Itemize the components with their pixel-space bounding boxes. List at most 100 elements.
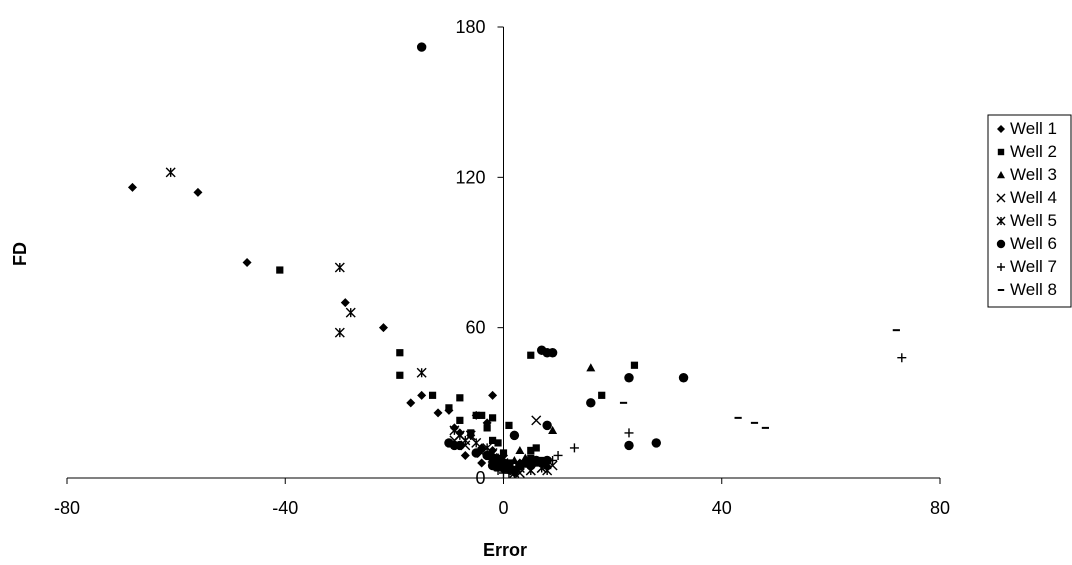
data-point	[624, 440, 634, 451]
series-well-6	[416, 42, 689, 476]
data-point	[499, 468, 508, 478]
data-point	[542, 420, 552, 431]
legend: Well 1 Well 2 Well 3 Well 4 Well 5 Well 6 Well…	[987, 114, 1072, 308]
data-point	[548, 455, 558, 465]
legend-label: Well 6	[1010, 234, 1057, 253]
data-point	[483, 424, 491, 432]
data-point	[334, 327, 345, 338]
data-point	[499, 449, 508, 457]
data-point	[334, 262, 345, 273]
x-tick-label: -80	[54, 498, 80, 518]
x-tick-label: -40	[272, 498, 298, 518]
legend-marker	[997, 125, 1005, 133]
data-point	[527, 454, 535, 462]
data-point	[416, 42, 427, 52]
data-point	[456, 416, 464, 424]
data-point	[505, 421, 513, 429]
axes	[66, 26, 941, 484]
data-point	[586, 398, 596, 408]
data-point	[494, 439, 502, 447]
x-tick-label: 40	[712, 498, 732, 518]
y-axis-title: FD	[10, 242, 30, 266]
data-point	[127, 182, 137, 192]
legend-marker	[997, 148, 1005, 156]
data-point	[586, 363, 596, 372]
legend-label: Well 4	[1010, 188, 1057, 207]
data-point	[553, 450, 563, 460]
legend-box	[987, 114, 1072, 308]
data-point	[532, 444, 540, 452]
series-well-5	[165, 167, 553, 478]
data-point	[276, 266, 284, 274]
data-point	[406, 398, 416, 408]
data-point	[488, 436, 497, 445]
data-point	[478, 411, 486, 419]
data-point	[340, 298, 350, 308]
legend-marker	[996, 193, 1006, 203]
data-point	[433, 408, 443, 418]
data-point	[193, 187, 203, 197]
legend-marker	[997, 263, 1005, 271]
legend-label: Well 2	[1010, 142, 1057, 161]
y-tick-label: 0	[475, 468, 485, 488]
legend-label: Well 7	[1010, 257, 1057, 276]
data-point	[897, 353, 907, 363]
series-well-8	[619, 329, 900, 429]
data-point	[471, 448, 481, 458]
data-point	[488, 414, 497, 422]
data-point	[547, 347, 558, 358]
data-point	[493, 465, 503, 475]
data-point	[624, 373, 634, 383]
x-tick-label: 0	[498, 498, 508, 518]
data-point	[598, 391, 606, 399]
legend-marker	[996, 239, 1006, 249]
data-point	[396, 349, 404, 357]
data-point	[569, 443, 579, 453]
data-point	[526, 460, 536, 470]
y-tick-label: 180	[455, 17, 485, 37]
data-point	[624, 428, 634, 438]
data-point	[417, 390, 427, 400]
legend-label: Well 8	[1010, 280, 1057, 299]
y-tick-label: 120	[455, 167, 485, 187]
data-point	[548, 425, 558, 434]
data-point	[396, 371, 404, 379]
data-point	[455, 440, 465, 451]
data-point	[345, 307, 356, 318]
data-point	[378, 323, 388, 333]
data-point	[445, 404, 453, 412]
legend-marker	[997, 171, 1005, 179]
data-point	[488, 390, 498, 400]
data-point	[531, 415, 542, 426]
series-well-3	[504, 363, 596, 472]
data-point	[428, 391, 437, 399]
data-point	[165, 167, 176, 178]
data-point	[242, 258, 252, 268]
x-tick-label: 80	[930, 498, 950, 518]
x-axis-title: Error	[483, 540, 527, 560]
data-point	[678, 373, 689, 383]
data-point	[515, 445, 525, 455]
data-point	[527, 446, 535, 455]
data-point	[456, 394, 464, 402]
data-point	[460, 450, 470, 460]
data-point	[472, 411, 480, 419]
series-well-7	[493, 353, 907, 478]
legend-marker	[996, 216, 1006, 226]
data-point	[537, 458, 547, 468]
data-point	[487, 460, 498, 471]
data-point	[542, 465, 553, 476]
legend-label: Well 5	[1010, 211, 1057, 230]
data-points	[127, 42, 907, 478]
data-point	[509, 465, 519, 475]
data-point	[515, 463, 525, 473]
data-point	[509, 430, 520, 441]
data-point	[527, 351, 535, 359]
data-point	[471, 437, 482, 448]
data-point	[630, 361, 639, 369]
legend-label: Well 1	[1010, 119, 1057, 138]
data-point	[416, 367, 427, 378]
data-point	[477, 458, 487, 468]
y-tick-label: 60	[465, 318, 485, 338]
